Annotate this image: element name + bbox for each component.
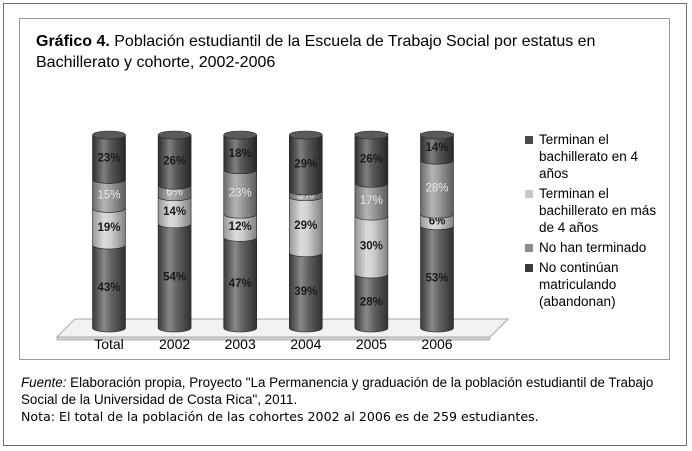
data-label: 14% [425,142,448,154]
source-text: Elaboración propia, Proyecto "La Permane… [21,375,654,407]
legend-label: No continúan matriculando (abandonan) [539,260,619,309]
legend-swatch [525,190,533,198]
x-tick-label: Total [94,336,124,352]
data-label: 39% [294,286,317,298]
figure-frame: Gráfico 4. Población estudiantil de la E… [3,3,687,446]
x-tick-label: 2003 [225,336,256,352]
data-label: 15% [97,189,120,201]
total-note: Nota: El total de la población de las co… [21,408,671,425]
data-label: 6% [429,215,446,227]
bar-cap [420,130,454,140]
legend-swatch [525,264,533,272]
chart-plot: 43% 19% 15% 23% Total 54% 14% 6% 26% 2002 47% 12% 23… [55,130,510,352]
legend-item: Terminan el bachillerato en más de 4 año… [525,185,665,236]
bar-cap [288,130,323,140]
nota-text: : El total de la población de las cohort… [50,409,539,424]
legend-item: No continúan matriculando (abandonan) [525,259,665,310]
bar-cap [354,130,389,140]
legend-item: No han terminado [525,239,665,256]
data-label: 12% [229,221,252,233]
bar-cap [223,130,257,140]
data-label: 30% [360,241,383,253]
data-label: 14% [163,206,186,218]
legend-label: Terminan el bachillerato en 4 años [539,132,639,181]
data-label: 29% [294,220,317,232]
chart-floor-edge [56,336,491,341]
source-note: Fuente: Elaboración propia, Proyecto "La… [21,374,671,408]
bar-cap [157,130,192,140]
chart-title: Gráfico 4. Población estudiantil de la E… [36,31,656,73]
x-tick-label: 2005 [356,336,387,352]
data-label: 23% [97,153,120,165]
x-tick-label: 2006 [421,336,452,352]
legend-swatch [525,136,533,144]
data-label: 19% [97,222,120,234]
legend-label: Terminan el bachillerato en más de 4 año… [539,186,657,235]
bar-cap [92,130,126,140]
chart-title-label: Gráfico 4. [36,33,110,50]
data-label: 29% [294,158,317,170]
x-tick-label: 2004 [290,336,321,352]
chart-title-text: Población estudiantil de la Escuela de T… [36,33,596,71]
legend-swatch [525,244,533,252]
data-label: 26% [360,154,383,166]
data-label: 53% [425,272,448,284]
legend-item: Terminan el bachillerato en 4 años [525,131,665,182]
data-label: 28% [360,296,383,308]
data-label: 6% [166,186,183,198]
data-label: 17% [360,195,383,207]
source-label: Fuente: [21,375,67,390]
data-label: 28% [425,183,448,195]
chart-legend: Terminan el bachillerato en 4 años Termin… [525,131,665,313]
data-label: 23% [229,187,252,199]
chart-box: Gráfico 4. Población estudiantil de la E… [19,18,670,360]
data-label: 54% [163,271,186,283]
legend-label: No han terminado [539,240,647,255]
data-label: 18% [229,148,252,160]
x-tick-label: 2002 [159,336,190,352]
chart-notes: Fuente: Elaboración propia, Proyecto "La… [21,374,671,425]
data-label: 43% [97,282,120,294]
data-label: 26% [163,156,186,168]
nota-label: Nota [21,409,51,424]
data-label: 47% [229,278,252,290]
